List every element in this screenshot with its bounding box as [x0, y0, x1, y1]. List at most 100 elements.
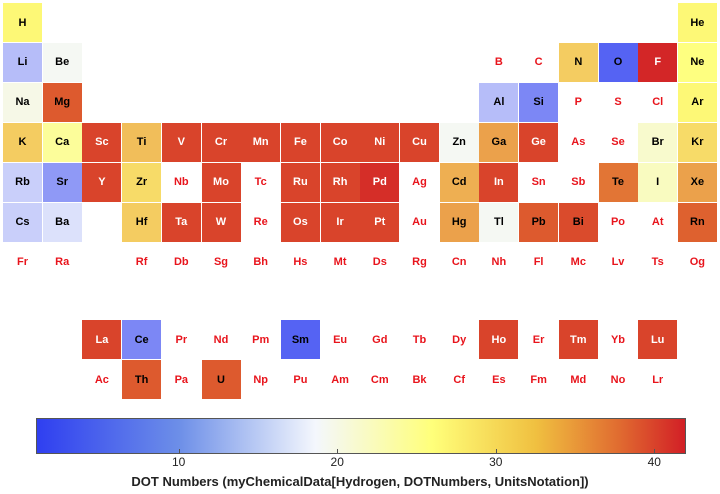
element-cell-ga: Ga: [479, 122, 519, 162]
colorbar-tick-label: 20: [330, 455, 344, 469]
element-cell-db: Db: [173, 255, 189, 268]
element-cell-ge: Ge: [519, 122, 559, 162]
element-cell-og: Og: [689, 255, 706, 268]
colorbar-ticks: 10 20 30 40: [0, 449, 720, 474]
element-cell-ac: Ac: [94, 373, 109, 386]
element-cell-cn: Cn: [451, 255, 467, 268]
element-cell-si: Si: [519, 82, 559, 122]
element-cell-ce: Ce: [122, 320, 162, 359]
element-cell-pm: Pm: [252, 333, 270, 346]
element-cell-be: Be: [42, 42, 82, 82]
element-cell-no: No: [610, 373, 626, 386]
element-cell-sb: Sb: [571, 176, 586, 189]
element-cell-cf: Cf: [453, 373, 465, 386]
colorbar: [36, 418, 686, 454]
element-cell-al: Al: [479, 82, 519, 122]
element-cell-w: W: [201, 202, 241, 242]
element-cell-br: Br: [638, 122, 678, 162]
element-cell-k: K: [3, 122, 42, 162]
element-cell-hs: Hs: [293, 255, 308, 268]
element-cell-os: Os: [280, 202, 320, 242]
element-cell-rb: Rb: [3, 162, 42, 202]
element-cell-c: C: [534, 56, 543, 69]
element-cell-sg: Sg: [213, 255, 229, 268]
element-cell-te: Te: [598, 162, 638, 202]
element-cell-mt: Mt: [333, 255, 347, 268]
element-cell-i: I: [638, 162, 678, 202]
element-cell-po: Po: [610, 216, 626, 228]
element-cell-na: Na: [3, 82, 42, 122]
element-cell-lu: Lu: [638, 320, 678, 359]
element-cell-bi: Bi: [558, 202, 598, 242]
element-cell-fl: Fl: [533, 255, 544, 268]
element-cell-in: In: [479, 162, 519, 202]
element-cell-gd: Gd: [372, 333, 388, 346]
element-cell-cd: Cd: [439, 162, 479, 202]
element-cell-mc: Mc: [570, 255, 586, 268]
element-cell-pt: Pt: [360, 202, 400, 242]
element-cell-tl: Tl: [479, 202, 519, 242]
element-cell-cm: Cm: [370, 373, 389, 386]
element-cell-sn: Sn: [531, 176, 546, 189]
element-cell-mg: Mg: [42, 82, 82, 122]
element-cell-ti: Ti: [122, 122, 162, 162]
element-cell-se: Se: [611, 136, 625, 149]
element-cell-cu: Cu: [400, 122, 439, 162]
element-cell-o: O: [598, 42, 638, 82]
element-cell-ta: Ta: [161, 202, 201, 242]
element-cell-ni: Ni: [360, 122, 400, 162]
element-cell-pu: Pu: [293, 373, 308, 386]
element-cell-ag: Ag: [412, 176, 427, 189]
element-cell-yb: Yb: [610, 333, 626, 346]
element-cell-xe: Xe: [677, 162, 717, 202]
element-cell-n: N: [558, 42, 598, 82]
element-cell-nb: Nb: [173, 176, 189, 189]
element-cell-hf: Hf: [122, 202, 162, 242]
element-cell-at: At: [651, 216, 664, 228]
element-cell-bh: Bh: [253, 255, 269, 268]
element-cell-ra: Ra: [55, 255, 70, 268]
element-cell-ts: Ts: [651, 255, 664, 268]
element-cell-ca: Ca: [42, 122, 82, 162]
element-cell-y: Y: [82, 162, 122, 202]
element-cell-hg: Hg: [439, 202, 479, 242]
element-cell-ho: Ho: [479, 320, 519, 359]
colorbar-tick-mark: [495, 449, 497, 454]
element-cell-ir: Ir: [320, 202, 360, 242]
colorbar-tick-mark: [178, 449, 180, 454]
element-cell-sr: Sr: [42, 162, 82, 202]
element-cell-as: As: [571, 136, 586, 149]
element-cell-f: F: [638, 42, 678, 82]
element-cell-np: Np: [253, 373, 269, 386]
element-cell-sm: Sm: [280, 320, 320, 359]
element-cell-sc: Sc: [82, 122, 122, 162]
element-cell-re: Re: [253, 216, 268, 228]
colorbar-tick-label: 10: [171, 455, 186, 469]
element-cell-h: H: [3, 3, 42, 42]
element-cell-fm: Fm: [530, 373, 547, 386]
element-cell-nh: Nh: [491, 255, 507, 268]
element-cell-s: S: [614, 96, 622, 109]
element-cell-am: Am: [331, 373, 349, 386]
element-cell-kr: Kr: [677, 122, 717, 162]
element-cell-rg: Rg: [412, 255, 427, 268]
colorbar-tick-label: 30: [489, 455, 503, 469]
element-cell-fe: Fe: [280, 122, 320, 162]
element-cell-bk: Bk: [412, 373, 427, 386]
element-cell-pr: Pr: [175, 333, 188, 346]
element-cell-fr: Fr: [17, 255, 28, 268]
element-cell-co: Co: [320, 122, 360, 162]
element-cell-lv: Lv: [611, 255, 625, 268]
element-cell-he: He: [677, 3, 717, 42]
element-cell-tm: Tm: [558, 320, 598, 359]
element-cell-ne: Ne: [677, 42, 717, 82]
element-cell-er: Er: [532, 333, 545, 346]
colorbar-label: DOT Numbers (myChemicalData[Hydrogen, DO…: [131, 474, 589, 489]
element-cell-cr: Cr: [201, 122, 241, 162]
element-cell-zn: Zn: [439, 122, 479, 162]
element-cell-tb: Tb: [412, 333, 427, 346]
element-cell-rh: Rh: [320, 162, 360, 202]
element-cell-zr: Zr: [122, 162, 162, 202]
element-cell-rn: Rn: [677, 202, 717, 242]
element-cell-rf: Rf: [135, 255, 148, 268]
